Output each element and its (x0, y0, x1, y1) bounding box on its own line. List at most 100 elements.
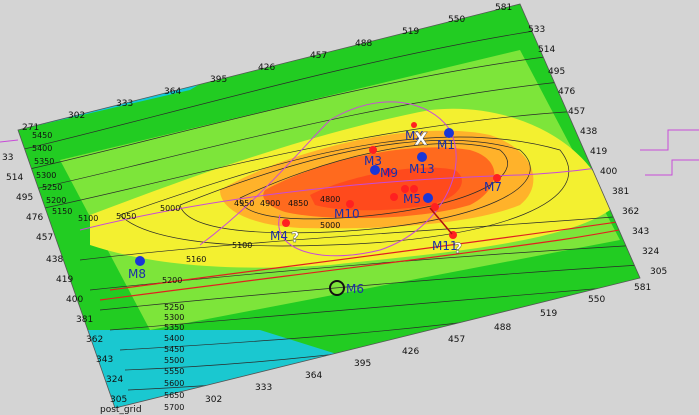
tick-left-upper-0: 271 (22, 123, 39, 133)
grid-border (17, 3, 641, 409)
contour-label: 5160 (186, 255, 206, 264)
external-lines (0, 129, 699, 176)
red-well-dot (384, 168, 392, 176)
red-well-dot (431, 203, 439, 211)
red-well-dot (282, 219, 290, 227)
red-well-dot (369, 146, 377, 154)
well-track (429, 207, 453, 235)
contour-label: 5350 (164, 323, 184, 332)
tick-top-4: 581 (495, 3, 512, 13)
red-well-dot (346, 200, 354, 208)
tick-right-4: 457 (568, 107, 585, 117)
tick-bottom-3: 395 (354, 359, 371, 369)
tick-right-3: 476 (558, 87, 575, 97)
tick-left-upper-3: 364 (164, 87, 181, 97)
tick-bottom-0: 302 (205, 395, 222, 405)
well-label-m5: M5 (403, 192, 421, 206)
well-label-m9: M9 (380, 166, 398, 180)
red-well-dot (401, 185, 409, 193)
tick-right-10: 343 (632, 227, 649, 237)
tick-left-10: 343 (96, 355, 113, 365)
fault-lines (99, 217, 640, 301)
tick-left-upper-4: 395 (210, 75, 227, 85)
contour-label: 5300 (36, 171, 56, 180)
tick-left-5: 438 (46, 255, 63, 265)
tick-left-upper-5: 426 (258, 63, 275, 73)
tick-top-1: 488 (355, 39, 372, 49)
tick-left-upper-2: 333 (116, 99, 133, 109)
red-well-dot (410, 185, 418, 193)
contour-labels: 5450 5400 5350 5300 5250 5200 5150 5250 … (32, 131, 340, 412)
well-label-m13: M13 (409, 162, 435, 176)
tick-right-8: 381 (612, 187, 629, 197)
contour-label: 5650 (164, 391, 184, 400)
tick-left-6: 419 (56, 275, 73, 285)
tick-bottom-6: 488 (494, 323, 511, 333)
contour-label: 5100 (78, 214, 98, 223)
contour-label: 5350 (34, 157, 54, 166)
tick-bottom-7: 519 (540, 309, 557, 319)
contour-label: 5450 (164, 345, 184, 354)
tick-left-2: 495 (16, 193, 33, 203)
tick-left-3: 476 (26, 213, 43, 223)
tick-bottom-8: 550 (588, 295, 605, 305)
tick-left-1: 514 (6, 173, 23, 183)
tick-left-upper-1: 302 (68, 111, 85, 121)
footer-note: post_grid (100, 405, 142, 415)
contour-label: 4800 (320, 195, 340, 204)
contour-label: 5450 (32, 131, 52, 140)
tick-right-7: 400 (600, 167, 617, 177)
well-label-m7: M7 (484, 180, 502, 194)
tick-left-7: 400 (66, 295, 83, 305)
well-label-mx: MX (405, 129, 424, 143)
tick-bottom-5: 457 (448, 335, 465, 345)
well-label-m4: M4 (270, 229, 288, 243)
tick-bottom-9: 581 (634, 283, 651, 293)
contour-label: 5300 (164, 313, 184, 322)
contour-label: 5150 (52, 207, 72, 216)
contour-label: 5700 (164, 403, 184, 412)
red-well-dot (411, 122, 417, 128)
contour-label: 4900 (260, 199, 280, 208)
tick-bottom-2: 364 (305, 371, 322, 381)
tick-right-12: 305 (650, 267, 667, 277)
contour-label: 5400 (32, 144, 52, 153)
red-well-dot (493, 174, 501, 182)
well-dot-m8 (135, 256, 145, 266)
tick-left-11: 324 (106, 375, 123, 385)
well-label-m6: M6 (346, 282, 364, 296)
tick-top-3: 550 (448, 15, 465, 25)
tick-left-4: 457 (36, 233, 53, 243)
edge-ticks: 457 488 519 550 581 533 514 495 476 457 … (2, 3, 667, 405)
tick-right-11: 324 (642, 247, 659, 257)
tick-bottom-1: 333 (255, 383, 272, 393)
tick-top-0: 457 (310, 51, 327, 61)
well-dot-m13 (417, 152, 427, 162)
contour-label: 5600 (164, 379, 184, 388)
tick-left-0: 33 (2, 153, 13, 163)
tick-top-2: 519 (402, 27, 419, 37)
well-dot-m1 (444, 128, 454, 138)
markers: X ? ? (291, 129, 463, 257)
question-marker: ? (291, 230, 299, 246)
red-well-dot (390, 193, 398, 201)
tick-right-1: 514 (538, 45, 555, 55)
x-marker: X (414, 129, 428, 150)
tick-right-9: 362 (622, 207, 639, 217)
blue-wells (135, 128, 454, 266)
well-dot-m5 (423, 193, 433, 203)
contour-label: 5400 (164, 334, 184, 343)
tick-right-6: 419 (590, 147, 607, 157)
contour-label: 5250 (164, 303, 184, 312)
well-label-m11: M11 (432, 239, 458, 253)
question-marker: ? (454, 241, 462, 257)
well-label-m10: M10 (334, 207, 360, 221)
tick-bottom-4: 426 (402, 347, 419, 357)
contour-label: 5550 (164, 367, 184, 376)
tick-right-0: 533 (528, 25, 545, 35)
contour-label: 4950 (234, 199, 254, 208)
well-ring-m6 (329, 280, 345, 296)
tick-right-5: 438 (580, 127, 597, 137)
contour-label: 5200 (46, 196, 66, 205)
